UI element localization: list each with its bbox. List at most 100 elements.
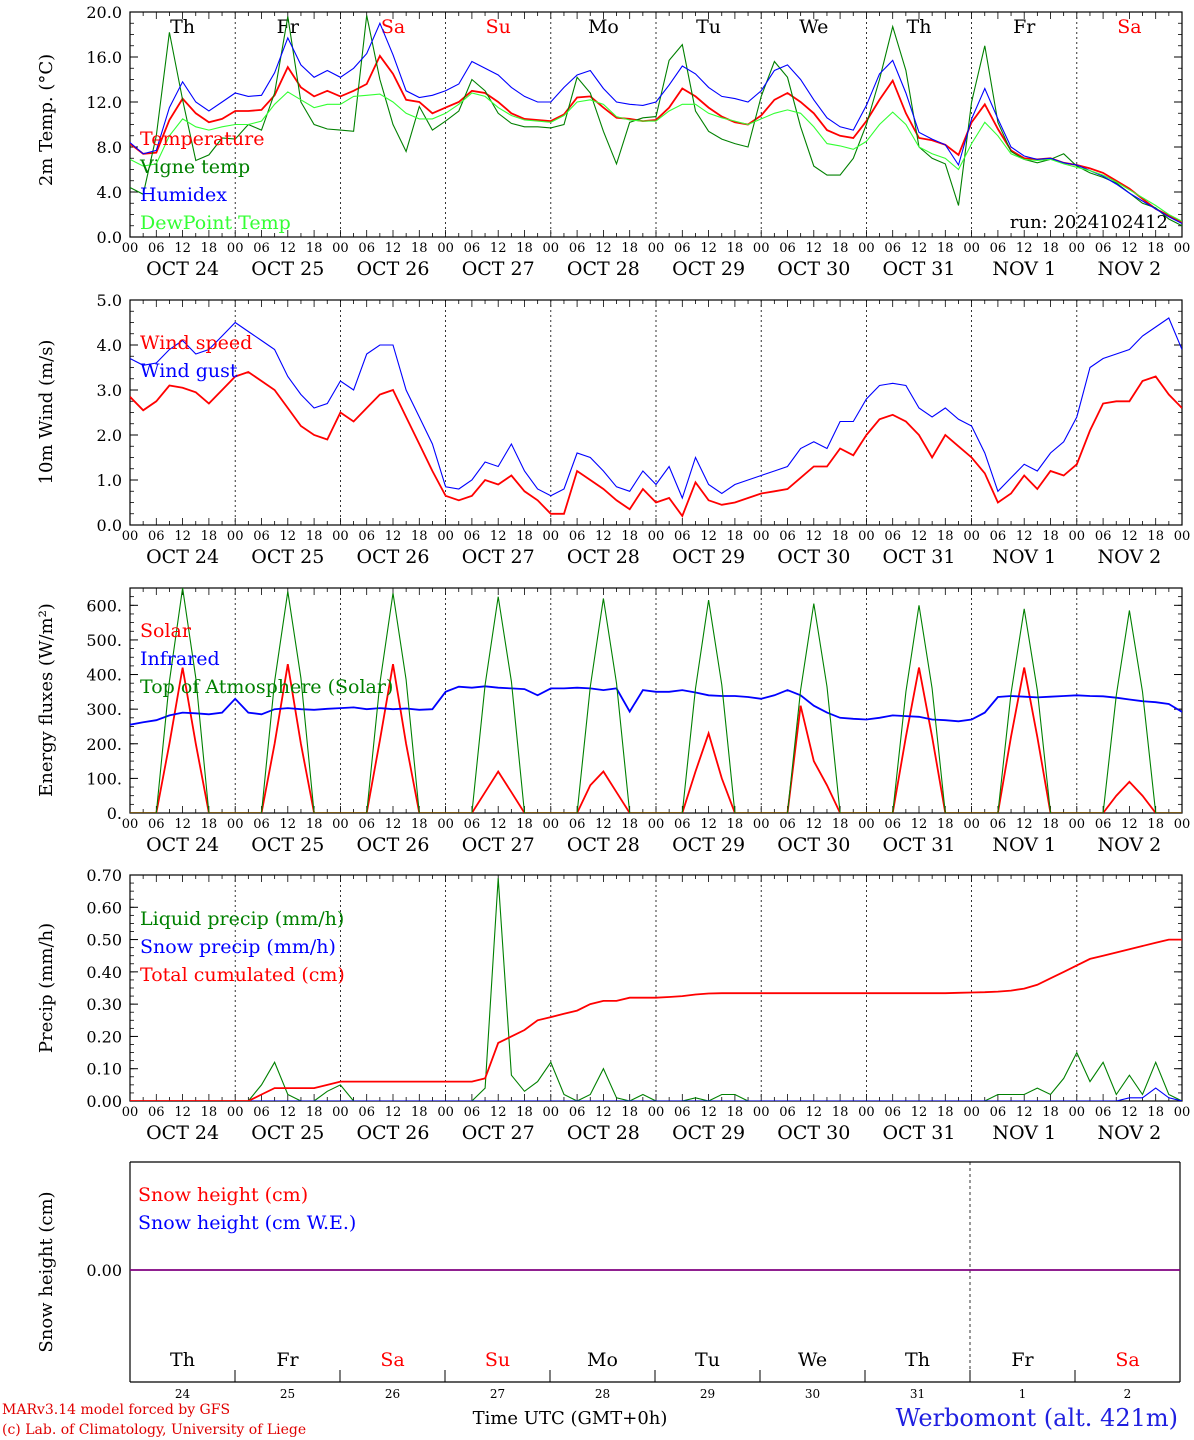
snow-y-tick-label: 0.00 xyxy=(86,1261,122,1280)
energy-hour-tick-label: 18 xyxy=(621,817,638,832)
energy-hour-tick-label: 12 xyxy=(1016,817,1033,832)
precip-hour-tick-label: 12 xyxy=(700,1105,717,1120)
precip-hour-tick-label: 06 xyxy=(884,1105,901,1120)
wind-date-label: NOV 2 xyxy=(1098,546,1162,568)
temp-hour-tick-label: 06 xyxy=(358,241,375,256)
wind-series-wind-speed xyxy=(130,371,1182,518)
wind-date-label: OCT 28 xyxy=(567,546,640,568)
energy-y-tick-label: 200. xyxy=(86,735,122,754)
precip-hour-tick-label: 00 xyxy=(122,1105,139,1120)
wind-date-label: NOV 1 xyxy=(992,546,1056,568)
wind-hour-tick-label: 06 xyxy=(358,529,375,544)
energy-hour-tick-label: 06 xyxy=(358,817,375,832)
snow-day-of-week-label: Sa xyxy=(380,1349,404,1371)
wind-hour-tick-label: 12 xyxy=(595,529,612,544)
snow-day-of-week-label: Sa xyxy=(1115,1349,1139,1371)
energy-hour-tick-label: 06 xyxy=(253,817,270,832)
wind-hour-tick-label: 18 xyxy=(1042,529,1059,544)
day-of-week-label: Fr xyxy=(277,16,300,38)
wind-hour-tick-label: 00 xyxy=(858,529,875,544)
precip-y-tick-label: 0.30 xyxy=(86,995,122,1014)
precip-hour-tick-label: 12 xyxy=(1121,1105,1138,1120)
wind-y-tick-label: 0.0 xyxy=(97,516,122,535)
snow-day-of-week-label: Su xyxy=(485,1349,510,1371)
wind-hour-tick-label: 00 xyxy=(122,529,139,544)
precip-hour-tick-label: 12 xyxy=(595,1105,612,1120)
energy-hour-tick-label: 00 xyxy=(1174,817,1191,832)
precip-hour-tick-label: 06 xyxy=(569,1105,586,1120)
wind-y-tick-label: 4.0 xyxy=(97,336,122,355)
panel-wind: 00 06 12 18 00 06 12 18 00 06 12 18 00 06 12 18 00 06 12 18… xyxy=(36,291,1190,568)
energy-date-label: OCT 31 xyxy=(882,834,955,856)
wind-hour-tick-label: 06 xyxy=(990,529,1007,544)
wind-hour-tick-label: 00 xyxy=(437,529,454,544)
energy-hour-tick-label: 00 xyxy=(122,817,139,832)
energy-date-label: OCT 29 xyxy=(672,834,745,856)
wind-hour-tick-label: 00 xyxy=(648,529,665,544)
day-of-week-label: Su xyxy=(486,16,511,38)
precip-hour-tick-label: 00 xyxy=(1069,1105,1086,1120)
energy-hour-tick-label: 06 xyxy=(1095,817,1112,832)
wind-date-label: OCT 25 xyxy=(251,546,324,568)
energy-legend-top-of-atmosphere-solar-: Top of Atmosphere (Solar) xyxy=(140,676,393,698)
temp-hour-tick-label: 00 xyxy=(437,241,454,256)
energy-hour-tick-label: 18 xyxy=(516,817,533,832)
wind-y-tick-label: 2.0 xyxy=(97,426,122,445)
wind-hour-tick-label: 18 xyxy=(516,529,533,544)
energy-series-top-of-atmosphere-solar- xyxy=(130,588,1182,813)
temp-hour-tick-label: 00 xyxy=(1174,241,1191,256)
precip-y-tick-label: 0.00 xyxy=(86,1092,122,1111)
energy-y-tick-label: 500. xyxy=(86,631,122,650)
snow-y-axis-label: Snow height (cm) xyxy=(36,1191,57,1352)
wind-y-tick-label: 3.0 xyxy=(97,381,122,400)
precip-hour-tick-label: 06 xyxy=(1095,1105,1112,1120)
wind-hour-tick-label: 12 xyxy=(806,529,823,544)
temp-hour-tick-label: 00 xyxy=(543,241,560,256)
precip-legend-total-cumulated-cm-: Total cumulated (cm) xyxy=(140,964,345,986)
temp-series-vigne-temp xyxy=(130,15,1182,227)
temp-date-label: NOV 2 xyxy=(1098,258,1162,280)
energy-date-label: NOV 1 xyxy=(992,834,1056,856)
precip-y-tick-label: 0.40 xyxy=(86,963,122,982)
temp-hour-tick-label: 12 xyxy=(385,241,402,256)
wind-hour-tick-label: 00 xyxy=(1069,529,1086,544)
precip-y-tick-label: 0.70 xyxy=(86,866,122,885)
energy-hour-tick-label: 00 xyxy=(437,817,454,832)
energy-hour-tick-label: 12 xyxy=(490,817,507,832)
wind-hour-tick-label: 18 xyxy=(832,529,849,544)
temp-hour-tick-label: 06 xyxy=(779,241,796,256)
wind-hour-tick-label: 06 xyxy=(569,529,586,544)
snow-day-number-label: 27 xyxy=(490,1387,505,1401)
temp-hour-tick-label: 06 xyxy=(1095,241,1112,256)
temp-y-tick-label: 16.0 xyxy=(86,48,122,67)
energy-date-label: NOV 2 xyxy=(1098,834,1162,856)
precip-date-label: NOV 1 xyxy=(992,1122,1056,1144)
precip-series-liquid-precip-mm-h- xyxy=(130,878,1182,1101)
day-of-week-label: Sa xyxy=(381,16,405,38)
energy-date-label: OCT 25 xyxy=(251,834,324,856)
energy-hour-tick-label: 18 xyxy=(306,817,323,832)
panel-temp: 00 06 12 18 00 06 12 18 00 06 12 18 00 06 12 18 00 06 12 18… xyxy=(36,3,1190,280)
precip-date-label: OCT 28 xyxy=(567,1122,640,1144)
precip-y-tick-label: 0.10 xyxy=(86,1060,122,1079)
temp-y-tick-label: 8.0 xyxy=(97,138,122,157)
precip-series-total-cumulated-cm- xyxy=(130,938,1182,1101)
energy-hour-tick-label: 06 xyxy=(464,817,481,832)
snow-legend-snow-height-cm: Snow height (cm) xyxy=(138,1184,308,1206)
temp-y-tick-label: 0.0 xyxy=(97,228,122,247)
temp-series-dewpoint-temp xyxy=(130,91,1182,222)
panel-precip: 00 06 12 18 00 06 12 18 00 06 12 18 00 06 12 18 00 06 12 18… xyxy=(36,866,1190,1144)
precip-hour-tick-label: 18 xyxy=(1042,1105,1059,1120)
energy-hour-tick-label: 18 xyxy=(411,817,428,832)
temp-date-label: OCT 27 xyxy=(462,258,535,280)
snow-legend-snow-height-cm-we: Snow height (cm W.E.) xyxy=(138,1212,356,1234)
temp-legend-vigne-temp: Vigne temp xyxy=(139,156,250,178)
energy-series-solar xyxy=(130,664,1182,813)
temp-hour-tick-label: 18 xyxy=(516,241,533,256)
snow-day-number-label: 25 xyxy=(280,1387,295,1401)
energy-hour-tick-label: 00 xyxy=(858,817,875,832)
energy-hour-tick-label: 12 xyxy=(595,817,612,832)
energy-hour-tick-label: 06 xyxy=(569,817,586,832)
snow-day-of-week-label: Th xyxy=(170,1349,195,1371)
